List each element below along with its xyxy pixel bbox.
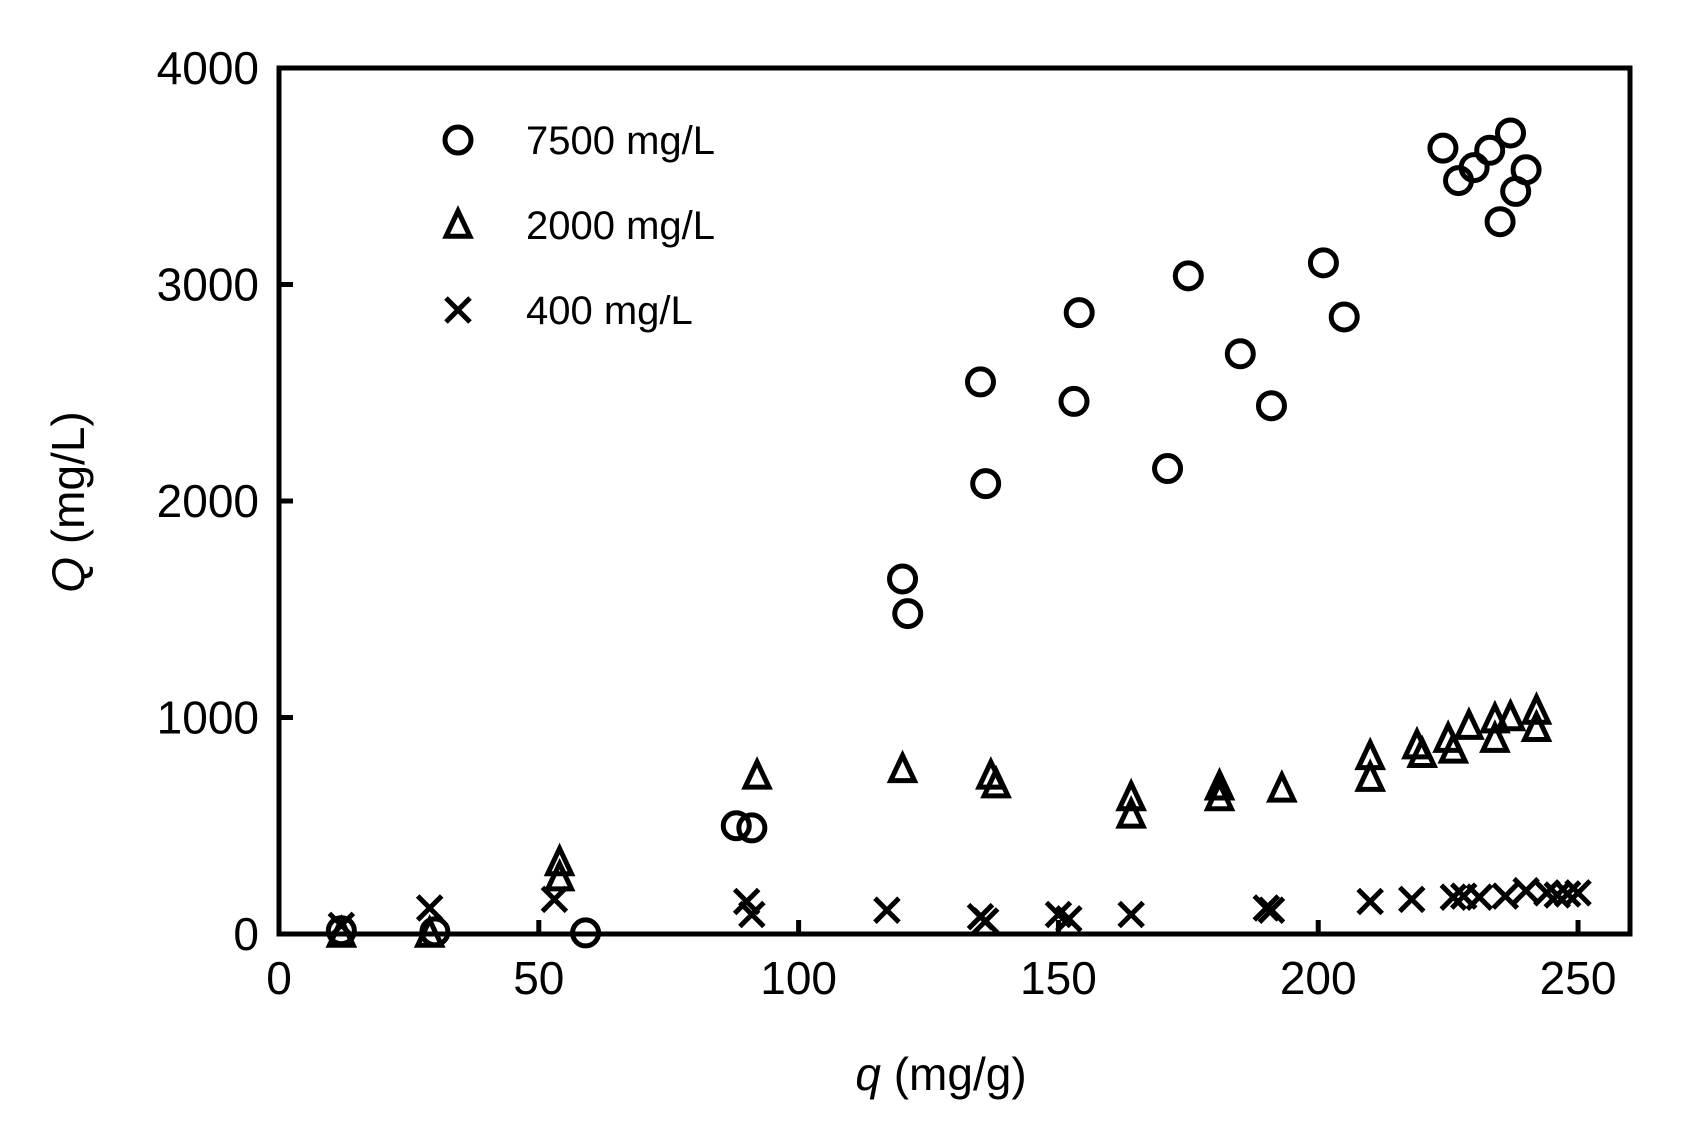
data-point-triangle: [1115, 795, 1148, 829]
data-point-x: [971, 907, 1000, 935]
y-tick-label: 4000: [157, 42, 259, 94]
x-tick-label: 100: [760, 952, 837, 1004]
data-point-circle: [720, 810, 752, 842]
data-point-circle: [1255, 390, 1287, 422]
data-point-circle: [1058, 385, 1090, 417]
y-axis-unit: (mg/L): [42, 411, 94, 557]
legend-marker-triangle: [442, 205, 474, 239]
y-tick-label: 0: [233, 908, 259, 960]
data-point-triangle: [1266, 769, 1298, 803]
data-point-triangle: [741, 756, 773, 790]
data-point-triangle: [1494, 697, 1527, 732]
y-axis: 0 1000 2000 3000 4000: [157, 42, 293, 960]
x-axis-symbol: q: [855, 1048, 881, 1100]
data-point-x: [1055, 905, 1083, 933]
plot-border: [276, 65, 1633, 937]
data-point-circle: [1172, 260, 1204, 292]
data-point-triangle: [1354, 758, 1387, 792]
data-point-x: [415, 894, 444, 922]
data-point-circle: [892, 598, 924, 630]
data-point-circle: [1224, 338, 1256, 370]
data-point-circle: [1152, 453, 1184, 485]
x-tick-label: 150: [1020, 952, 1097, 1004]
data-point-circle: [570, 917, 602, 949]
y-tick-label: 3000: [157, 259, 259, 311]
data-point-circle: [1328, 301, 1360, 333]
x-tick-label: 200: [1280, 952, 1357, 1004]
legend-label: 400 mg/L: [526, 289, 693, 333]
data-point-x: [1117, 900, 1145, 929]
x-tick-label: 250: [1540, 952, 1617, 1004]
data-point-triangle: [1437, 730, 1470, 764]
data-point-x: [1491, 882, 1520, 910]
data-point-triangle: [543, 842, 576, 877]
x-tick-label: 0: [266, 952, 292, 1004]
x-tick-label: 50: [513, 952, 564, 1004]
legend-label: 7500 mg/L: [526, 119, 715, 163]
data-point-x: [540, 885, 569, 914]
data-point-circle: [1458, 152, 1490, 184]
data-point-circle: [1484, 206, 1516, 238]
data-points: [325, 117, 1592, 949]
data-point-triangle: [980, 764, 1012, 799]
legend: 7500 mg/L 2000 mg/L 400 mg/L: [442, 119, 715, 333]
data-point-circle: [1474, 134, 1506, 166]
x-axis-unit: (mg/g): [881, 1048, 1027, 1100]
data-point-circle: [736, 812, 768, 844]
data-point-triangle: [886, 749, 919, 784]
data-point-triangle: [1203, 777, 1236, 812]
y-axis-label: Q (mg/L): [42, 411, 94, 592]
plot-area: [276, 65, 1633, 937]
x-axis-label: q (mg/g): [855, 1048, 1026, 1100]
data-point-x: [1564, 879, 1592, 907]
data-point-circle: [1307, 247, 1339, 279]
data-point-triangle: [1203, 766, 1236, 801]
data-point-triangle: [1479, 719, 1511, 753]
data-point-triangle: [1406, 734, 1438, 769]
y-tick-label: 2000: [157, 475, 259, 527]
data-point-triangle: [413, 914, 446, 948]
y-tick-label: 1000: [157, 692, 259, 744]
data-point-circle: [964, 366, 996, 398]
data-point-x: [1553, 880, 1582, 908]
legend-marker-x: [444, 296, 472, 324]
data-point-triangle: [1453, 706, 1485, 740]
data-point-circle: [1427, 132, 1459, 164]
data-point-triangle: [1520, 708, 1553, 743]
data-point-x: [738, 900, 766, 929]
data-point-circle: [1063, 297, 1095, 329]
data-point-x: [1439, 883, 1468, 911]
data-point-circle: [887, 563, 919, 595]
y-axis-symbol: Q: [42, 557, 94, 593]
data-point-x: [1257, 896, 1286, 924]
data-point-circle: [970, 468, 1002, 500]
data-point-triangle: [1520, 691, 1553, 725]
data-point-x: [1397, 885, 1426, 914]
data-point-x: [1465, 883, 1494, 911]
data-point-circle: [1510, 154, 1542, 186]
data-point-triangle: [1115, 777, 1148, 812]
data-point-x: [1356, 887, 1384, 916]
data-point-x: [873, 896, 901, 924]
legend-label: 2000 mg/L: [526, 204, 715, 248]
legend-marker-circle: [442, 124, 474, 156]
data-point-triangle: [543, 857, 576, 892]
data-point-circle: [1494, 117, 1526, 149]
data-point-x: [327, 911, 356, 940]
